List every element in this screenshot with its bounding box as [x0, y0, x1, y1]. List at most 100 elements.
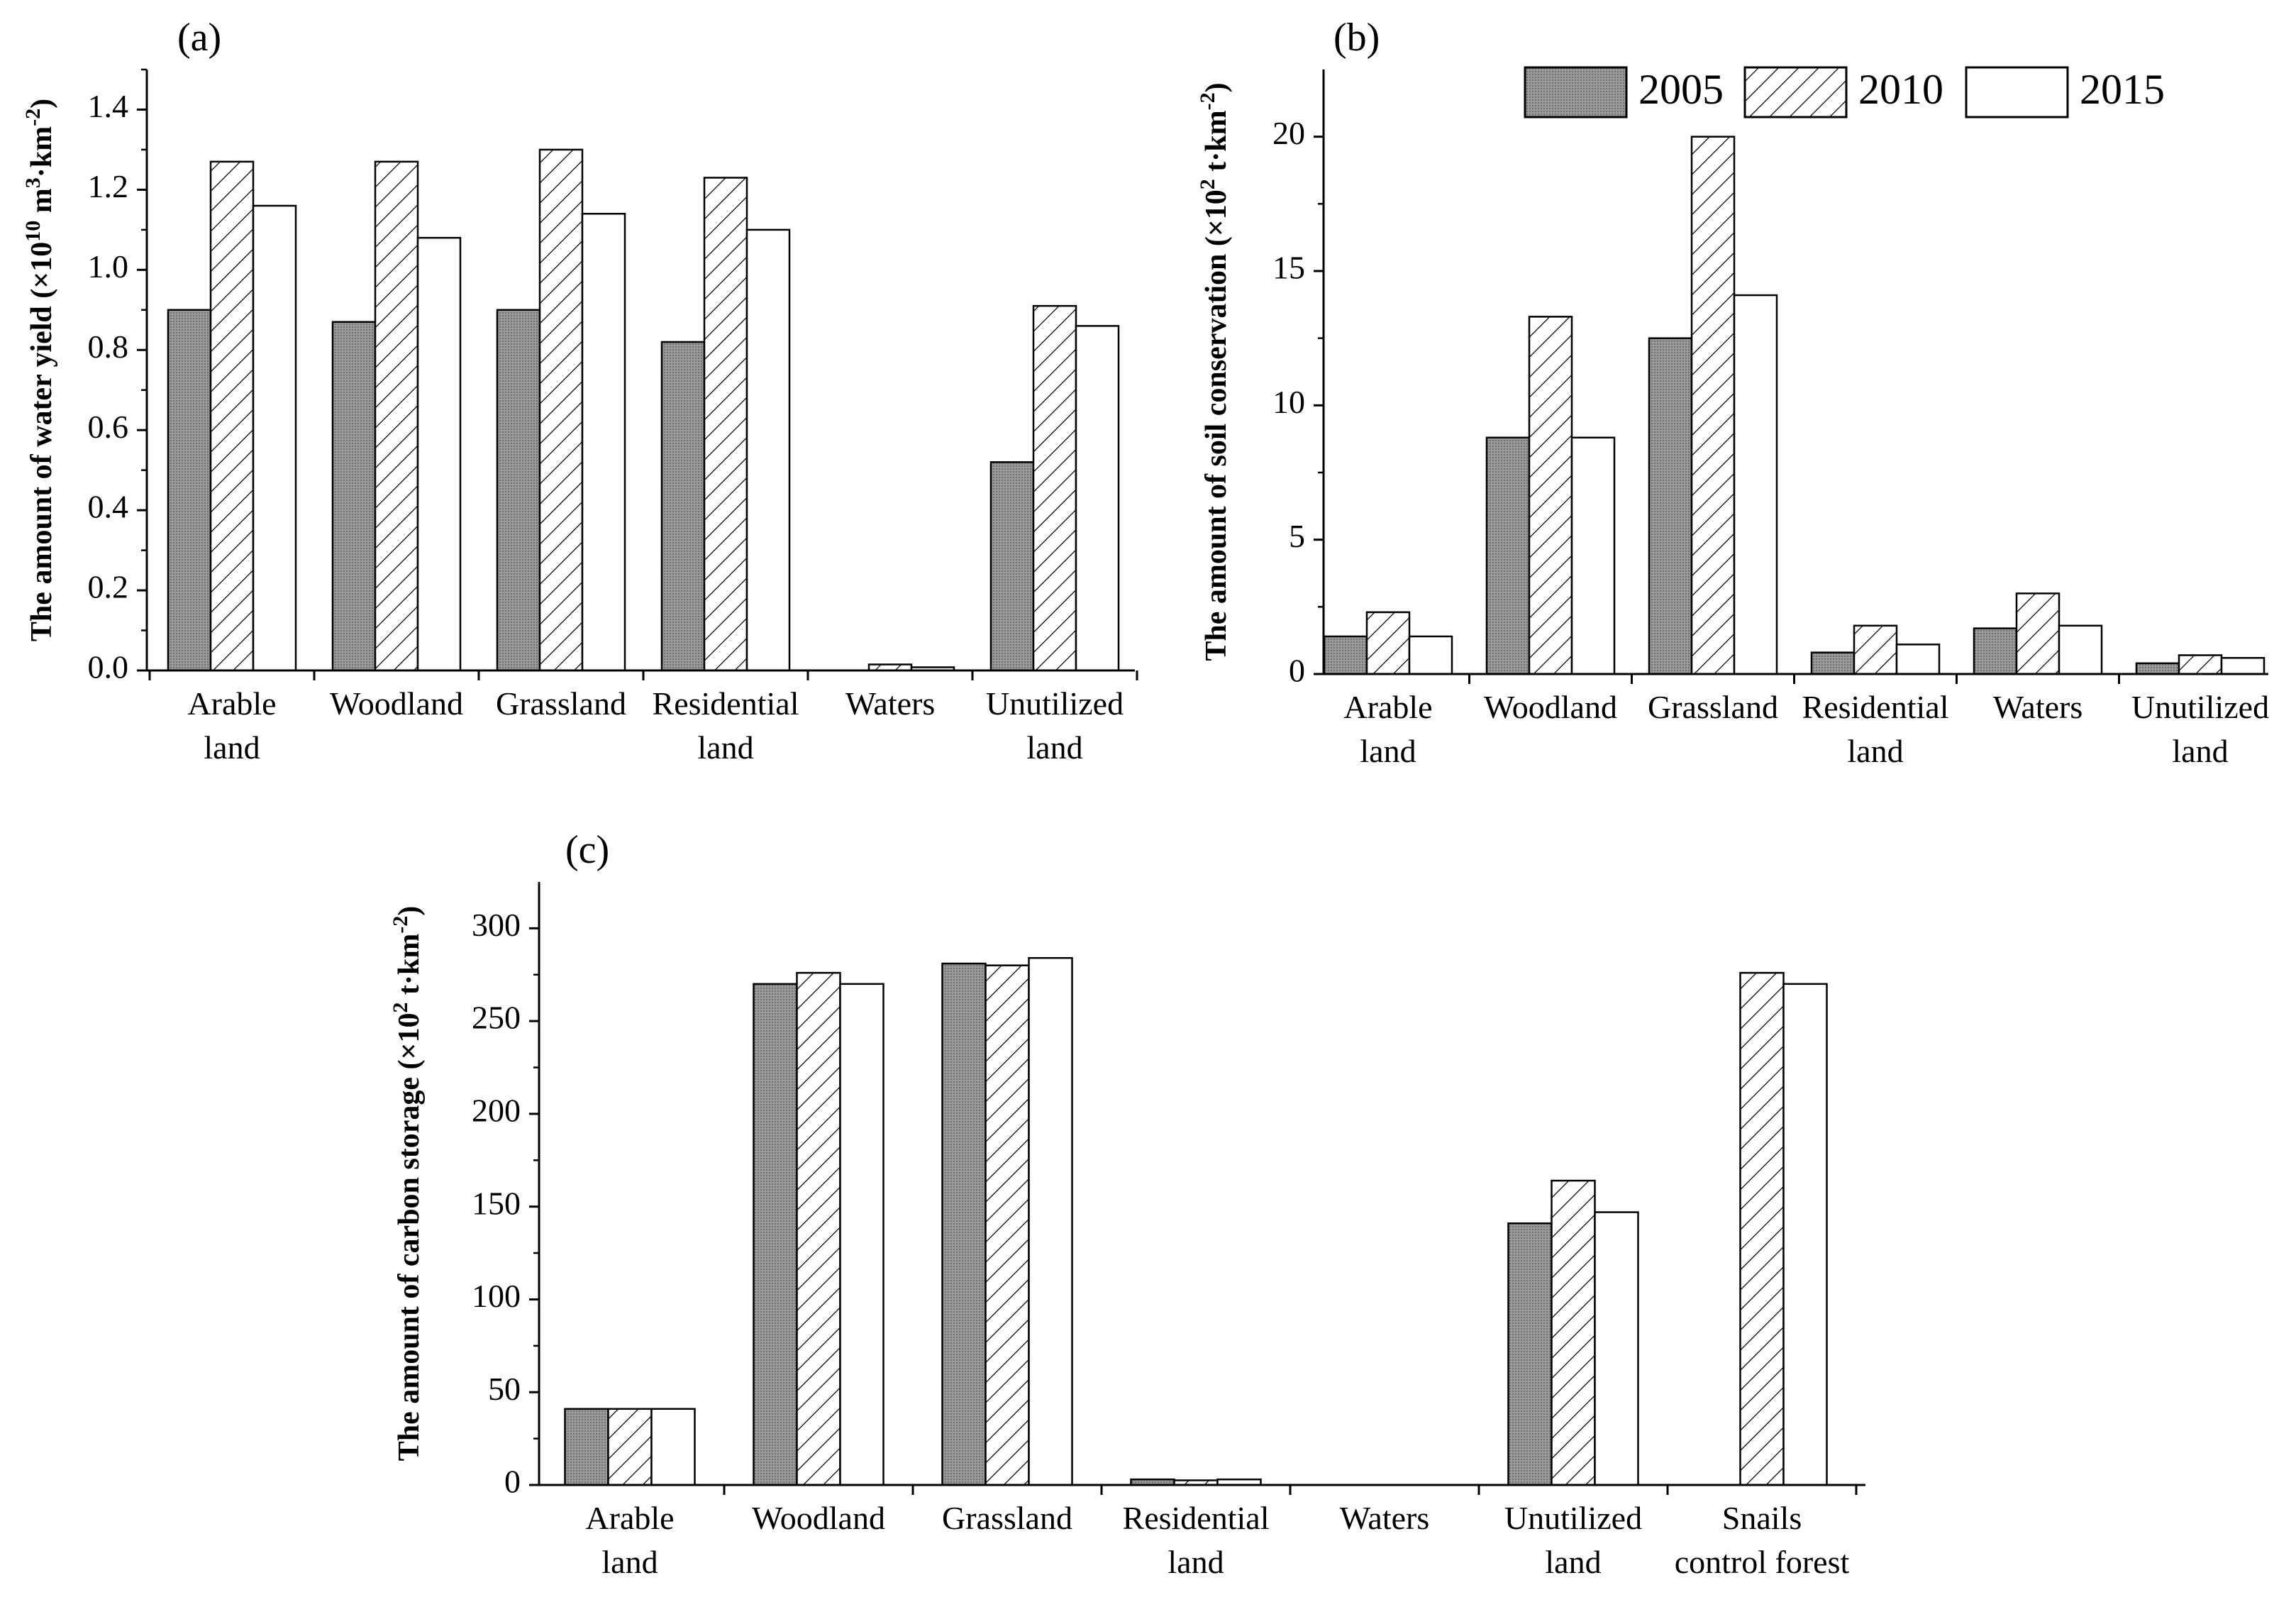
panel-label-c: (c) — [565, 828, 609, 872]
legend-swatch-2015 — [1965, 66, 2069, 118]
bar-c-2015-cat5 — [1594, 1211, 1639, 1486]
category-label-a: Arable — [187, 685, 276, 722]
bar-a-2015-cat1 — [416, 236, 462, 672]
category-label-a: Unutilized — [986, 685, 1124, 722]
bar-a-2005-cat1 — [331, 321, 377, 672]
y-tick-label-c: 200 — [472, 1092, 521, 1128]
bar-c-2010-cat5 — [1551, 1179, 1596, 1486]
category-label-a: land — [1026, 729, 1082, 766]
bar-a-2005-cat0 — [167, 309, 212, 672]
category-label-b: Grassland — [1648, 689, 1778, 725]
panel-label-a: (a) — [177, 16, 221, 60]
bar-a-2015-cat2 — [581, 213, 626, 672]
chart-panel-c: (c) 0 50 100 150 200 250 300 Arable land Woodland G… — [389, 828, 1865, 1580]
y-tick-label-c: 0 — [504, 1464, 521, 1500]
bar-a-2005-cat2 — [496, 309, 541, 672]
y-tick-label-c: 150 — [472, 1185, 521, 1221]
y-tick-label-b: 10 — [1272, 384, 1305, 420]
y-tick-label-c: 250 — [472, 1000, 521, 1036]
bar-a-2010-cat3 — [703, 177, 748, 672]
y-tick-label-b: 15 — [1272, 250, 1305, 286]
y-tick-label-c: 50 — [488, 1371, 521, 1407]
bar-c-2015-cat1 — [839, 983, 884, 1486]
category-label-c: land — [601, 1544, 658, 1580]
category-label-c: land — [1168, 1544, 1224, 1580]
bar-b-2015-cat2 — [1733, 294, 1778, 675]
category-label-b: Arable — [1343, 689, 1432, 725]
y-tick-label-a: 0.2 — [88, 569, 129, 605]
category-label-b: land — [1360, 733, 1416, 769]
category-label-b: Woodland — [1484, 689, 1617, 725]
category-label-c: Grassland — [942, 1500, 1072, 1536]
bar-a-2010-cat0 — [209, 160, 255, 672]
y-axis-title-c: The amount of carbon storage (×102 t·km-… — [389, 906, 426, 1462]
category-label-c: Waters — [1340, 1500, 1430, 1536]
category-label-c: Snails — [1722, 1500, 1802, 1536]
category-label-a: land — [204, 729, 260, 766]
bar-a-2005-cat3 — [660, 341, 706, 672]
y-tick-label-c: 300 — [472, 907, 521, 943]
bar-c-2015-cat2 — [1028, 956, 1073, 1486]
category-label-a: Woodland — [330, 685, 463, 722]
legend: 2005 2010 2015 — [1524, 66, 2165, 118]
category-label-c: Woodland — [752, 1500, 885, 1536]
bar-c-2005-cat5 — [1507, 1222, 1553, 1486]
category-label-a: Residential — [653, 685, 799, 722]
bar-b-2015-cat5 — [2220, 657, 2266, 675]
bar-c-2010-cat0 — [607, 1408, 653, 1486]
y-tick-label-a: 0.8 — [88, 328, 129, 365]
bar-c-2015-cat6 — [1782, 983, 1828, 1486]
bar-b-2010-cat0 — [1365, 611, 1411, 675]
y-tick-label-a: 0.4 — [88, 489, 129, 525]
bar-b-2005-cat2 — [1648, 337, 1693, 675]
category-label-a: Waters — [845, 685, 936, 722]
bar-b-2015-cat1 — [1570, 436, 1616, 675]
category-label-c: Arable — [585, 1500, 674, 1536]
bar-b-2005-cat1 — [1485, 436, 1531, 675]
bar-b-2010-cat4 — [2015, 592, 2061, 675]
bar-b-2005-cat4 — [1973, 627, 2018, 675]
y-tick-label-b: 0 — [1289, 653, 1305, 689]
bar-c-2015-cat0 — [650, 1408, 696, 1486]
legend-label-2010: 2010 — [1858, 66, 1943, 113]
category-label-a: Grassland — [496, 685, 626, 722]
category-label-c: Unutilized — [1504, 1500, 1642, 1536]
category-label-b: Residential — [1802, 689, 1949, 725]
bar-b-2010-cat2 — [1690, 136, 1736, 675]
category-label-b: Waters — [1993, 689, 2083, 725]
bar-b-2010-cat3 — [1853, 624, 1898, 675]
legend-swatch-2005 — [1524, 66, 1628, 118]
bar-a-2010-cat5 — [1032, 304, 1077, 672]
y-tick-label-a: 0.0 — [88, 649, 129, 685]
category-label-c: land — [1545, 1544, 1601, 1580]
bar-c-2010-cat1 — [796, 971, 841, 1486]
bar-b-2010-cat5 — [2178, 654, 2223, 675]
bar-b-2015-cat4 — [2058, 624, 2103, 675]
category-label-c: Residential — [1123, 1500, 1270, 1536]
category-label-c: control forest — [1675, 1544, 1850, 1580]
bar-a-2010-cat2 — [538, 148, 584, 672]
bar-b-2005-cat5 — [2135, 662, 2180, 675]
chart-panel-b: (b) 0 5 10 15 20 Arable land Woodland Grassland Re… — [1196, 16, 2269, 769]
bar-b-2005-cat3 — [1810, 651, 1856, 675]
category-label-b: land — [2172, 733, 2228, 769]
y-tick-label-a: 1.0 — [88, 248, 129, 285]
category-label-b: Unutilized — [2131, 689, 2269, 725]
bar-c-2005-cat2 — [941, 962, 987, 1486]
bar-b-2005-cat0 — [1323, 635, 1368, 675]
bar-c-2005-cat0 — [564, 1408, 609, 1486]
bar-b-2015-cat0 — [1408, 635, 1453, 675]
bar-c-2010-cat2 — [985, 964, 1030, 1486]
bar-a-2015-cat0 — [252, 204, 297, 672]
y-axis-title-b: The amount of soil conservation (×102 t·… — [1196, 82, 1233, 661]
y-axis-title-a: The amount of water yield (×1010 m3·km-2… — [21, 99, 58, 641]
legend-label-2005: 2005 — [1638, 66, 1724, 113]
y-tick-label-b: 20 — [1272, 115, 1305, 151]
bar-b-2015-cat3 — [1895, 644, 1941, 675]
bar-a-2015-cat5 — [1075, 325, 1120, 672]
bar-a-2015-cat3 — [745, 228, 791, 672]
y-tick-label-a: 1.2 — [88, 168, 129, 204]
legend-swatch-2010 — [1743, 66, 1848, 118]
y-tick-label-a: 0.6 — [88, 409, 129, 445]
bar-b-2010-cat1 — [1528, 316, 1573, 675]
